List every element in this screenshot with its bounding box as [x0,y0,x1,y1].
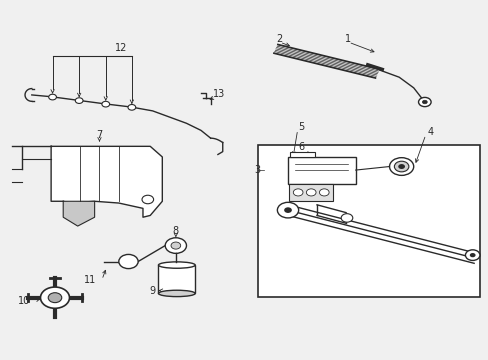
Text: 12: 12 [115,43,127,53]
Text: 3: 3 [254,165,260,175]
Circle shape [41,287,69,308]
Text: 7: 7 [96,130,102,140]
Circle shape [397,164,404,169]
Circle shape [165,238,186,253]
Text: 13: 13 [213,89,225,99]
Circle shape [171,242,180,249]
Circle shape [469,253,475,257]
Text: 2: 2 [276,34,283,44]
Bar [258,145,479,297]
Ellipse shape [158,290,195,297]
Text: 6: 6 [298,142,304,152]
Text: 8: 8 [172,226,179,237]
Circle shape [293,189,303,196]
Text: 4: 4 [427,127,433,137]
Ellipse shape [158,262,195,268]
Circle shape [389,158,413,175]
Text: 10: 10 [19,296,31,306]
Text: 11: 11 [83,275,96,285]
Polygon shape [51,146,162,217]
Circle shape [277,202,298,218]
Circle shape [393,161,408,172]
Text: 9: 9 [149,285,155,296]
Circle shape [418,98,430,107]
Circle shape [102,101,109,107]
Text: 5: 5 [298,122,304,132]
Text: 1: 1 [345,34,351,44]
Bar [287,157,355,184]
Circle shape [119,255,138,269]
Circle shape [306,189,315,196]
Circle shape [128,104,136,110]
Circle shape [422,100,427,104]
Circle shape [49,94,56,100]
Circle shape [48,293,61,303]
Polygon shape [63,201,95,226]
Circle shape [142,195,153,204]
Bar [158,265,195,293]
Bar [290,152,314,157]
Bar [289,184,332,201]
Circle shape [341,214,352,222]
Circle shape [465,250,479,260]
Circle shape [284,207,291,213]
Circle shape [319,189,328,196]
Circle shape [75,98,83,103]
